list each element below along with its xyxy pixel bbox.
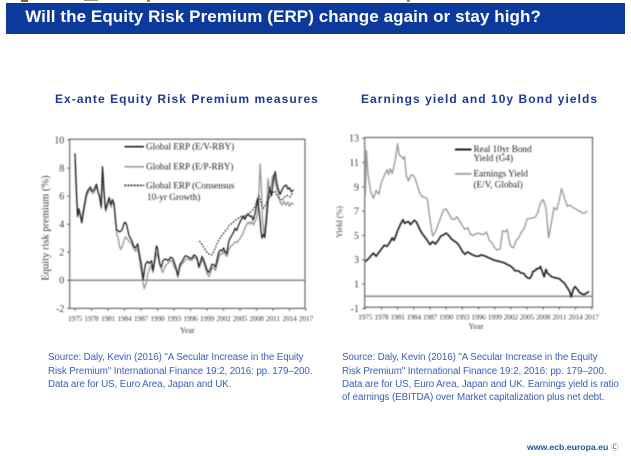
svg-text:2011: 2011 (552, 313, 566, 322)
svg-text:5: 5 (354, 231, 359, 242)
svg-text:1993: 1993 (167, 314, 182, 323)
svg-text:2002: 2002 (504, 313, 519, 322)
svg-text:1981: 1981 (101, 314, 116, 323)
svg-text:1978: 1978 (374, 313, 389, 322)
svg-text:7: 7 (354, 207, 359, 218)
svg-text:1: 1 (354, 280, 359, 291)
svg-text:-2: -2 (56, 304, 64, 315)
svg-text:2011: 2011 (266, 314, 280, 323)
svg-text:1990: 1990 (439, 313, 454, 322)
svg-text:1981: 1981 (390, 313, 405, 322)
svg-text:1987: 1987 (423, 313, 438, 322)
svg-text:Equity risk premium (%): Equity risk premium (%) (41, 175, 52, 281)
svg-text:Yield (G4): Yield (G4) (474, 153, 514, 163)
svg-text:1978: 1978 (84, 314, 99, 323)
svg-text:Yield (%): Yield (%) (335, 206, 344, 238)
svg-text:1999: 1999 (488, 313, 503, 322)
svg-text:1993: 1993 (455, 313, 470, 322)
svg-text:-1: -1 (351, 304, 359, 315)
svg-text:2008: 2008 (536, 313, 551, 322)
svg-text:1984: 1984 (117, 314, 132, 323)
svg-text:6: 6 (59, 192, 64, 203)
svg-text:2014: 2014 (282, 314, 297, 323)
svg-text:10: 10 (54, 135, 64, 146)
svg-text:8: 8 (59, 164, 64, 175)
svg-text:1984: 1984 (407, 313, 422, 322)
svg-text:2017: 2017 (585, 313, 600, 322)
svg-text:1996: 1996 (183, 314, 198, 323)
svg-text:(E/V, Global): (E/V, Global) (474, 180, 523, 190)
svg-text:1975: 1975 (358, 313, 373, 322)
svg-text:2008: 2008 (249, 314, 264, 323)
svg-text:3: 3 (354, 255, 359, 266)
svg-text:Global ERP (E/V-RBY): Global ERP (E/V-RBY) (146, 142, 234, 152)
svg-text:10-yr Growth): 10-yr Growth) (147, 192, 200, 202)
svg-text:9: 9 (354, 182, 359, 193)
svg-text:0: 0 (59, 276, 64, 287)
svg-text:1999: 1999 (200, 314, 215, 323)
svg-text:2002: 2002 (216, 314, 231, 323)
svg-text:2017: 2017 (299, 314, 314, 323)
svg-text:11: 11 (349, 158, 359, 169)
svg-text:Global ERP (Consensus: Global ERP (Consensus (146, 180, 235, 190)
svg-text:2: 2 (59, 248, 64, 259)
svg-text:2014: 2014 (568, 313, 583, 322)
svg-text:13: 13 (349, 134, 359, 145)
svg-text:2005: 2005 (520, 313, 535, 322)
svg-text:2005: 2005 (233, 314, 248, 323)
svg-text:1996: 1996 (471, 313, 486, 322)
svg-text:Earnings Yield: Earnings Yield (474, 168, 529, 178)
svg-text:1990: 1990 (150, 314, 165, 323)
svg-text:Year: Year (180, 326, 195, 335)
svg-text:1987: 1987 (134, 314, 149, 323)
svg-text:4: 4 (59, 220, 64, 231)
svg-text:Year: Year (469, 322, 484, 331)
svg-text:Real 10yr Bond: Real 10yr Bond (474, 144, 533, 154)
svg-text:1975: 1975 (68, 314, 83, 323)
svg-text:Global ERP (E/P-RBY): Global ERP (E/P-RBY) (146, 162, 233, 172)
